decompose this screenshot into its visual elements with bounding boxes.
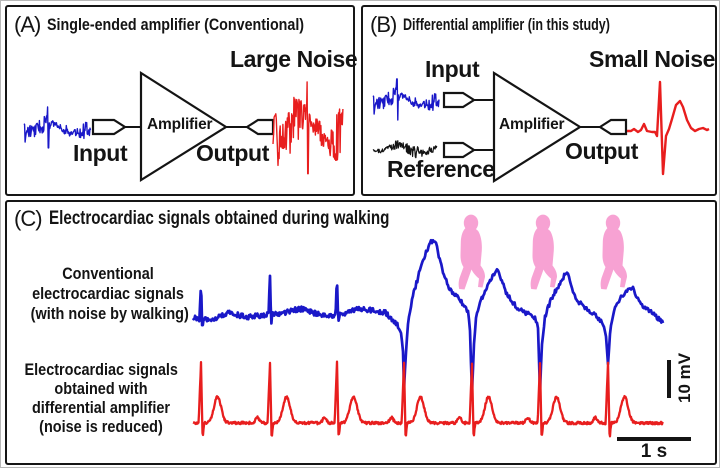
input-label: Input: [73, 140, 128, 166]
large-noise-label: Large Noise: [230, 46, 358, 72]
differential-ecg-trace: [192, 360, 664, 438]
output-label: Output: [196, 140, 269, 166]
amplifier-label: Amplifier: [499, 116, 565, 133]
differential-trace-label: Electrocardiac signals obtained with dif…: [25, 360, 178, 436]
panel-c-tag: (C): [14, 206, 43, 231]
panel-a-header: (A) Single-ended amplifier (Conventional…: [14, 12, 353, 38]
panel-a-title: Single-ended amplifier (Conventional): [47, 15, 305, 34]
panel-c-header: (C) Electrocardiac signals obtained duri…: [14, 206, 474, 232]
differential-trace-label-line2: obtained with: [54, 379, 148, 398]
reference-signal-waveform: [372, 140, 438, 159]
output-connector-icon: [597, 118, 628, 136]
conventional-trace-label-line1: Conventional: [62, 264, 154, 283]
panel-c-ecg-during-walking: (C) Electrocardiac signals obtained duri…: [5, 200, 717, 465]
differential-trace-label-line3: differential amplifier: [31, 398, 171, 417]
conventional-trace-label: Conventional electrocardiac signals (wit…: [30, 264, 189, 324]
large-noise-output-waveform: [272, 81, 344, 175]
input-label: Input: [425, 56, 480, 82]
panel-c-title: Electrocardiac signals obtained during w…: [48, 208, 389, 229]
amplifier-label: Amplifier: [147, 116, 213, 133]
amplifier-triangle-icon: [492, 71, 583, 183]
voltage-scale-bar: [667, 360, 671, 398]
walking-person-icon: [530, 214, 558, 290]
voltage-scale-label: 10 mV: [675, 352, 694, 403]
output-connector-icon: [244, 118, 275, 136]
conventional-trace-label-line3: (with noise by walking): [30, 304, 189, 323]
panel-c-plot: [191, 214, 691, 441]
input-connector-icon: [442, 91, 477, 109]
reference-connector-icon: [442, 141, 477, 159]
time-scale-label: 1 s: [640, 441, 668, 462]
panel-b-tag: (B): [370, 12, 397, 37]
time-scale-bar: [617, 437, 691, 441]
panel-a-diagram: [23, 70, 344, 182]
input-connector-icon: [91, 118, 128, 136]
panel-b-diagram: [372, 71, 710, 183]
output-label: Output: [565, 138, 638, 164]
small-noise-output-ecg-waveform: [627, 80, 710, 176]
differential-trace-label-line1: Electrocardiac signals: [24, 360, 178, 379]
conventional-trace-label-line2: electrocardiac signals: [32, 284, 184, 303]
small-noise-label: Small Noise: [589, 46, 715, 72]
panel-a-tag: (A): [14, 12, 41, 37]
input-signal-waveform: [372, 78, 440, 121]
panel-b-title: Differential amplifier (in this study): [403, 15, 611, 34]
input-signal-waveform: [23, 106, 92, 149]
differential-trace-label-line4: (noise is reduced): [39, 417, 163, 436]
panel-a-single-ended-amplifier: (A) Single-ended amplifier (Conventional…: [5, 5, 358, 196]
panel-b-differential-amplifier: (B) Differential amplifier (in this stud…: [361, 5, 717, 196]
walking-person-icon: [600, 214, 628, 290]
reference-label: Reference: [387, 156, 495, 182]
conventional-ecg-trace: [191, 238, 665, 395]
panel-b-header: (B) Differential amplifier (in this stud…: [370, 12, 676, 38]
